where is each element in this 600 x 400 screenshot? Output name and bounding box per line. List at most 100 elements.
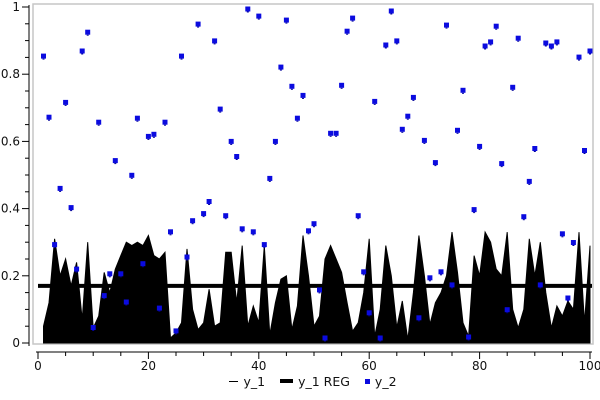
y2-point bbox=[179, 53, 184, 59]
y2-point-notch bbox=[401, 131, 404, 133]
y2-point-notch bbox=[213, 43, 216, 45]
y2-point bbox=[361, 269, 367, 275]
y2-point-notch bbox=[235, 159, 238, 160]
y2-point bbox=[482, 43, 488, 49]
y2-point-notch bbox=[572, 245, 575, 246]
y2-point bbox=[294, 115, 300, 121]
y2-point bbox=[587, 48, 593, 54]
y2-point-notch bbox=[533, 151, 536, 152]
y2-point bbox=[565, 295, 571, 301]
y2-point bbox=[118, 271, 124, 277]
y2-point-notch bbox=[313, 226, 315, 228]
y2-point bbox=[455, 127, 460, 133]
y2-point-notch bbox=[390, 13, 393, 15]
y2-point-notch bbox=[125, 304, 128, 306]
legend-item-y2: y_2 bbox=[364, 373, 397, 389]
y2-point-notch bbox=[191, 223, 194, 225]
y2-point bbox=[90, 325, 96, 330]
y2-point-notch bbox=[296, 120, 299, 122]
y2-point bbox=[444, 22, 449, 28]
y2-point-notch bbox=[119, 276, 122, 278]
y2-point bbox=[328, 130, 334, 136]
y2-point bbox=[559, 231, 565, 237]
y2-point-notch bbox=[158, 310, 161, 312]
y2-point bbox=[101, 293, 107, 299]
y2-point bbox=[410, 94, 416, 100]
y2-point-notch bbox=[257, 18, 260, 20]
y2-point-notch bbox=[335, 135, 338, 137]
y2-point-notch bbox=[53, 247, 56, 249]
y2-point bbox=[477, 143, 483, 149]
y2-point-notch bbox=[440, 274, 442, 276]
y2-point bbox=[493, 23, 499, 29]
y2-point bbox=[570, 240, 576, 245]
y2-point bbox=[190, 218, 196, 224]
y2-point-notch bbox=[539, 287, 542, 289]
y2-point bbox=[388, 8, 394, 14]
y2-point-notch bbox=[290, 88, 293, 90]
y2-point-notch bbox=[186, 259, 188, 261]
y2-point-notch bbox=[456, 132, 459, 134]
y2-point bbox=[554, 39, 560, 45]
y2-point-notch bbox=[550, 48, 553, 50]
y2-point bbox=[317, 287, 322, 293]
y2-marker-swatch bbox=[364, 378, 370, 384]
y2-point-notch bbox=[500, 166, 503, 168]
y2-point-notch bbox=[219, 111, 222, 113]
y2-point-notch bbox=[417, 320, 420, 322]
y2-point bbox=[250, 229, 256, 235]
x-tick-label: 0 bbox=[34, 359, 42, 373]
y2-point-notch bbox=[302, 97, 304, 99]
y2-point-notch bbox=[578, 59, 580, 61]
x-tick-label: 80 bbox=[472, 359, 487, 373]
y2-point bbox=[466, 334, 472, 340]
y2-point-notch bbox=[583, 153, 586, 154]
y2-point-notch bbox=[263, 247, 266, 249]
y2-point-notch bbox=[566, 300, 569, 302]
y2-point-notch bbox=[373, 103, 376, 105]
y2-point-notch bbox=[97, 124, 100, 126]
y2-point-notch bbox=[224, 218, 227, 220]
y2-point bbox=[405, 113, 411, 119]
y2-point bbox=[488, 39, 494, 45]
y2-point bbox=[206, 199, 212, 204]
legend-label-y2: y_2 bbox=[374, 373, 397, 389]
y2-point-notch bbox=[81, 53, 84, 55]
y2-point-notch bbox=[285, 22, 288, 24]
y2-point bbox=[333, 130, 339, 136]
y2-point bbox=[41, 53, 46, 59]
y2-point bbox=[85, 29, 91, 35]
y2-point-notch bbox=[180, 58, 183, 60]
y2-point-notch bbox=[318, 292, 321, 294]
y2-point-notch bbox=[544, 45, 547, 47]
y2-point-notch bbox=[462, 92, 464, 94]
y2-point-notch bbox=[351, 20, 354, 22]
y2-point-notch bbox=[147, 138, 150, 140]
y2-point-notch bbox=[473, 212, 476, 214]
y2-point-notch bbox=[59, 190, 62, 192]
y2-point bbox=[438, 269, 444, 275]
y2-point bbox=[278, 64, 284, 70]
y2-point bbox=[112, 158, 118, 164]
y2-point-notch bbox=[324, 340, 326, 342]
y2-point bbox=[526, 178, 532, 184]
y2-point-notch bbox=[92, 330, 95, 331]
y2-point-notch bbox=[152, 136, 155, 138]
y2-point-notch bbox=[141, 266, 144, 268]
y2-point bbox=[267, 175, 273, 181]
y2-point bbox=[217, 106, 223, 112]
y2-point bbox=[123, 299, 129, 305]
x-tick-label: 20 bbox=[141, 359, 156, 373]
y2-point-notch bbox=[406, 118, 409, 120]
y2-point bbox=[134, 115, 140, 121]
y2-point-notch bbox=[252, 234, 255, 236]
y2-point bbox=[499, 161, 505, 167]
y2-point-notch bbox=[230, 143, 233, 145]
y-tick-label: 0 bbox=[12, 336, 20, 350]
y2-point bbox=[421, 137, 427, 143]
y2-point-notch bbox=[340, 87, 343, 89]
y2-point-notch bbox=[555, 44, 558, 46]
y2-point bbox=[239, 226, 245, 232]
x-tick-label: 60 bbox=[362, 359, 377, 373]
